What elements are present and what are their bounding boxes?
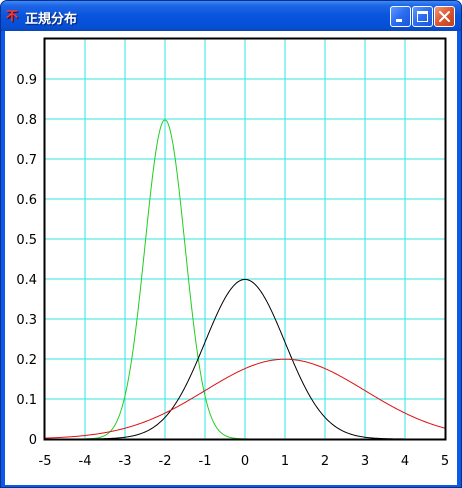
x-tick-label: -1 [199, 454, 212, 469]
x-tick-label: 4 [401, 454, 409, 469]
y-tick-label: 0.8 [16, 113, 37, 128]
maximize-button[interactable] [412, 6, 433, 27]
y-tick-label: 0.1 [16, 393, 37, 408]
x-tick-label: -5 [39, 454, 52, 469]
y-tick-label: 0.6 [16, 193, 37, 208]
y-tick-label: 0.5 [16, 233, 37, 248]
x-tick-label: -3 [119, 454, 132, 469]
y-axis-labels: 0 0.1 0.2 0.3 0.4 0.5 0.6 0.7 0.8 0.9 [16, 73, 37, 448]
x-tick-label: 1 [281, 454, 289, 469]
y-tick-label: 0.9 [16, 73, 37, 88]
maximize-icon [417, 11, 428, 22]
plot-border [43, 37, 447, 441]
series-line-1 [45, 278, 445, 440]
x-tick-label: 2 [321, 454, 329, 469]
client-area: 0 0.1 0.2 0.3 0.4 0.5 0.6 0.7 0.8 0.9 -5 -4 -3 -2 -1 0… [5, 31, 457, 485]
app-icon[interactable]: 不 [6, 9, 19, 23]
y-tick-label: 0 [29, 433, 37, 448]
y-tick-label: 0.7 [16, 153, 37, 168]
x-tick-label: -2 [159, 454, 172, 469]
close-icon [439, 11, 450, 22]
y-tick-label: 0.2 [16, 353, 37, 368]
close-button[interactable] [434, 6, 455, 27]
title-bar[interactable]: 不 正規分布 [1, 1, 461, 31]
x-tick-label: 5 [441, 454, 449, 469]
window-title: 正規分布 [25, 12, 78, 27]
x-axis-labels: -5 -4 -3 -2 -1 0 1 2 3 4 5 [39, 454, 450, 469]
grid [44, 39, 446, 440]
y-tick-label: 0.3 [16, 313, 37, 328]
series-line-2 [44, 358, 446, 439]
x-tick-label: 0 [241, 454, 249, 469]
y-tick-label: 0.4 [16, 273, 37, 288]
x-tick-label: 3 [361, 454, 369, 469]
minimize-button[interactable] [390, 6, 411, 27]
plot-frame [43, 37, 447, 441]
x-tick-label: -4 [79, 454, 92, 469]
normal-distribution-chart: 0 0.1 0.2 0.3 0.4 0.5 0.6 0.7 0.8 0.9 -5 -4 -3 -2 -1 0… [16, 37, 450, 469]
minimize-icon [396, 19, 402, 22]
